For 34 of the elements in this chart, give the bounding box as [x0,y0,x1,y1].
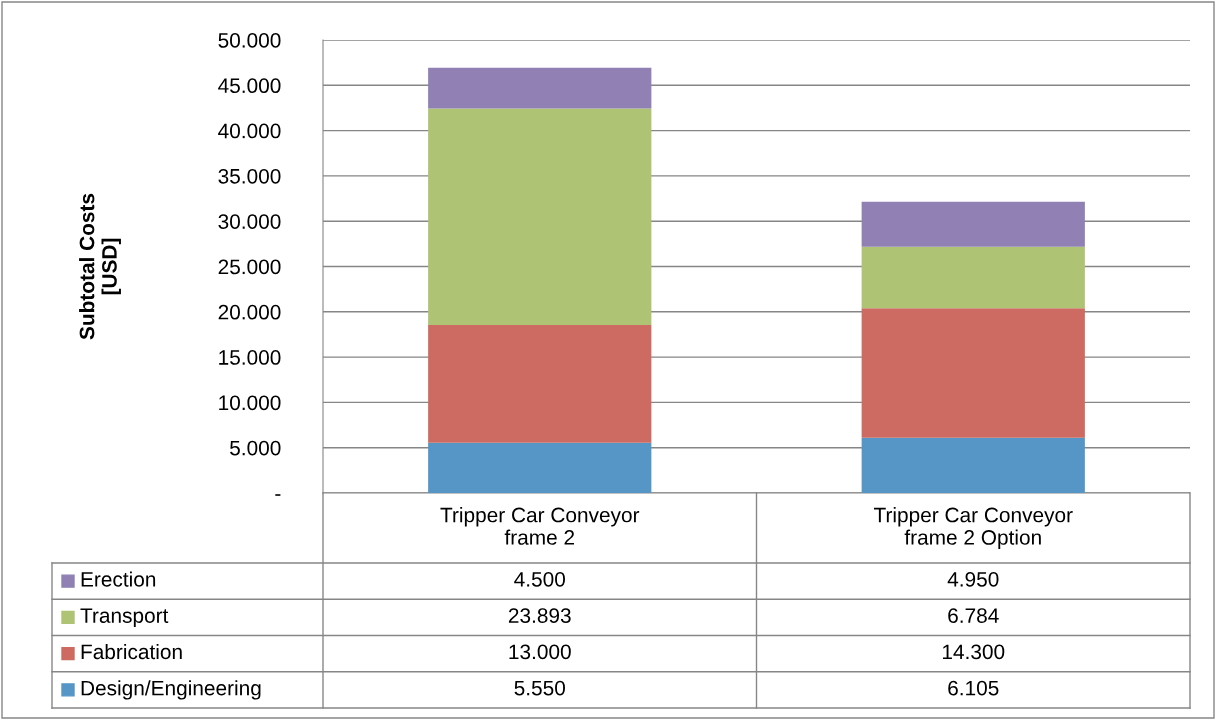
legend-label: Design/Engineering [81,680,261,700]
data-label: 4.950 [947,571,999,587]
legend-label: Fabrication [81,643,182,660]
bar [428,67,652,109]
bar [861,246,1085,309]
bar [428,108,652,325]
bar [861,201,1085,247]
data-label: 14.300 [942,644,1005,660]
y-tick-label: 25.000 [218,259,281,275]
bar [861,437,1085,493]
y-tick-label: 5.000 [230,440,281,456]
y-tick-label: 45.000 [218,78,281,94]
x-tick-label: Tripper Car Conveyor frame 2 Option [873,507,1073,549]
x-tick-label: Tripper Car Conveyor frame 2 [440,507,640,545]
y-tick-label: 15.000 [219,350,281,365]
bar [428,442,652,493]
data-label: 4.500 [514,571,565,587]
y-tick-label: - [275,494,281,496]
legend-label: Erection [81,571,156,587]
y-tick-label: 20.000 [218,304,281,320]
legend-label: Transport [80,608,169,628]
data-label: 5.550 [514,680,565,696]
data-label: 6.105 [948,680,999,696]
data-label: 13.000 [509,644,571,660]
y-tick-label: 10.000 [219,395,281,411]
bar [428,324,652,443]
data-label: 6.784 [948,608,999,623]
bar [861,308,1085,438]
y-tick-label: 40.000 [218,123,281,139]
y-tick-label: 35.000 [218,168,281,184]
y-axis-title: Subtotal Costs [USD] [79,193,121,340]
data-label: 23.893 [508,608,571,623]
y-tick-label: 30.000 [218,214,281,229]
y-tick-label: 50.000 [218,33,281,48]
